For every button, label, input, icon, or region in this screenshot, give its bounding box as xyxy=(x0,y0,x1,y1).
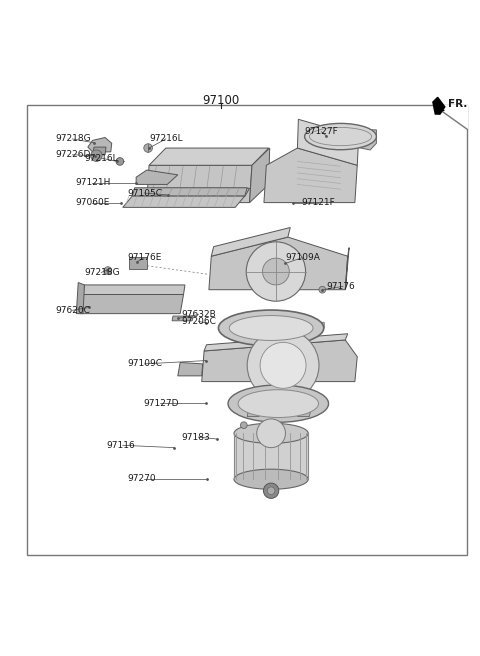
Ellipse shape xyxy=(305,123,376,150)
Polygon shape xyxy=(172,316,193,321)
Polygon shape xyxy=(88,138,112,152)
Polygon shape xyxy=(178,363,203,376)
Ellipse shape xyxy=(218,310,324,346)
Text: 97105C: 97105C xyxy=(128,188,163,197)
Text: 97100: 97100 xyxy=(202,94,240,107)
Text: 97216L: 97216L xyxy=(84,154,118,163)
Text: 97109C: 97109C xyxy=(128,359,163,369)
Polygon shape xyxy=(147,188,250,196)
Text: 97226D: 97226D xyxy=(56,150,91,159)
Polygon shape xyxy=(218,322,324,328)
Polygon shape xyxy=(345,247,349,290)
Text: 97218G: 97218G xyxy=(84,268,120,277)
Polygon shape xyxy=(123,196,245,207)
Text: 97176E: 97176E xyxy=(128,253,162,262)
Polygon shape xyxy=(434,106,468,129)
Text: 97127F: 97127F xyxy=(305,127,338,136)
Text: 97206C: 97206C xyxy=(181,317,216,326)
Circle shape xyxy=(263,258,289,285)
Polygon shape xyxy=(298,409,311,417)
Bar xyxy=(129,256,147,269)
Polygon shape xyxy=(136,170,178,184)
Text: 97116: 97116 xyxy=(106,441,135,450)
Text: 97183: 97183 xyxy=(181,432,210,441)
Circle shape xyxy=(91,150,102,161)
Polygon shape xyxy=(76,283,84,314)
Circle shape xyxy=(264,483,279,499)
Polygon shape xyxy=(202,340,357,382)
Polygon shape xyxy=(93,147,106,155)
Polygon shape xyxy=(80,295,183,314)
Text: 97218G: 97218G xyxy=(56,134,91,144)
Polygon shape xyxy=(132,188,247,196)
Polygon shape xyxy=(298,119,359,165)
Polygon shape xyxy=(83,285,185,295)
Text: 97176: 97176 xyxy=(326,282,355,291)
Circle shape xyxy=(257,419,286,447)
Polygon shape xyxy=(147,165,252,203)
Ellipse shape xyxy=(228,385,328,422)
Polygon shape xyxy=(264,148,357,203)
Circle shape xyxy=(260,342,306,388)
Polygon shape xyxy=(433,97,445,114)
Text: 97270: 97270 xyxy=(128,474,156,483)
Ellipse shape xyxy=(234,423,308,443)
Text: 97121F: 97121F xyxy=(301,198,335,207)
Polygon shape xyxy=(247,409,261,417)
Text: 97109A: 97109A xyxy=(286,253,320,262)
Ellipse shape xyxy=(234,469,308,489)
Circle shape xyxy=(267,487,275,495)
Circle shape xyxy=(116,157,124,165)
Text: 97632B: 97632B xyxy=(181,310,216,319)
Circle shape xyxy=(247,329,319,401)
Circle shape xyxy=(240,422,247,428)
Circle shape xyxy=(104,267,112,274)
Polygon shape xyxy=(250,148,270,203)
Circle shape xyxy=(246,242,306,301)
Text: 97121H: 97121H xyxy=(75,178,110,188)
Polygon shape xyxy=(305,130,376,150)
Polygon shape xyxy=(211,228,290,256)
Text: 97060E: 97060E xyxy=(75,198,109,207)
Text: 97127D: 97127D xyxy=(144,399,179,407)
Circle shape xyxy=(319,287,325,293)
Text: 97216L: 97216L xyxy=(149,134,183,144)
Text: FR.: FR. xyxy=(448,99,468,109)
Polygon shape xyxy=(209,237,348,290)
Ellipse shape xyxy=(238,390,319,417)
Circle shape xyxy=(144,144,153,152)
Polygon shape xyxy=(234,434,309,480)
Polygon shape xyxy=(204,334,348,351)
Polygon shape xyxy=(149,148,269,165)
Text: 97620C: 97620C xyxy=(56,306,91,315)
Ellipse shape xyxy=(229,316,313,340)
